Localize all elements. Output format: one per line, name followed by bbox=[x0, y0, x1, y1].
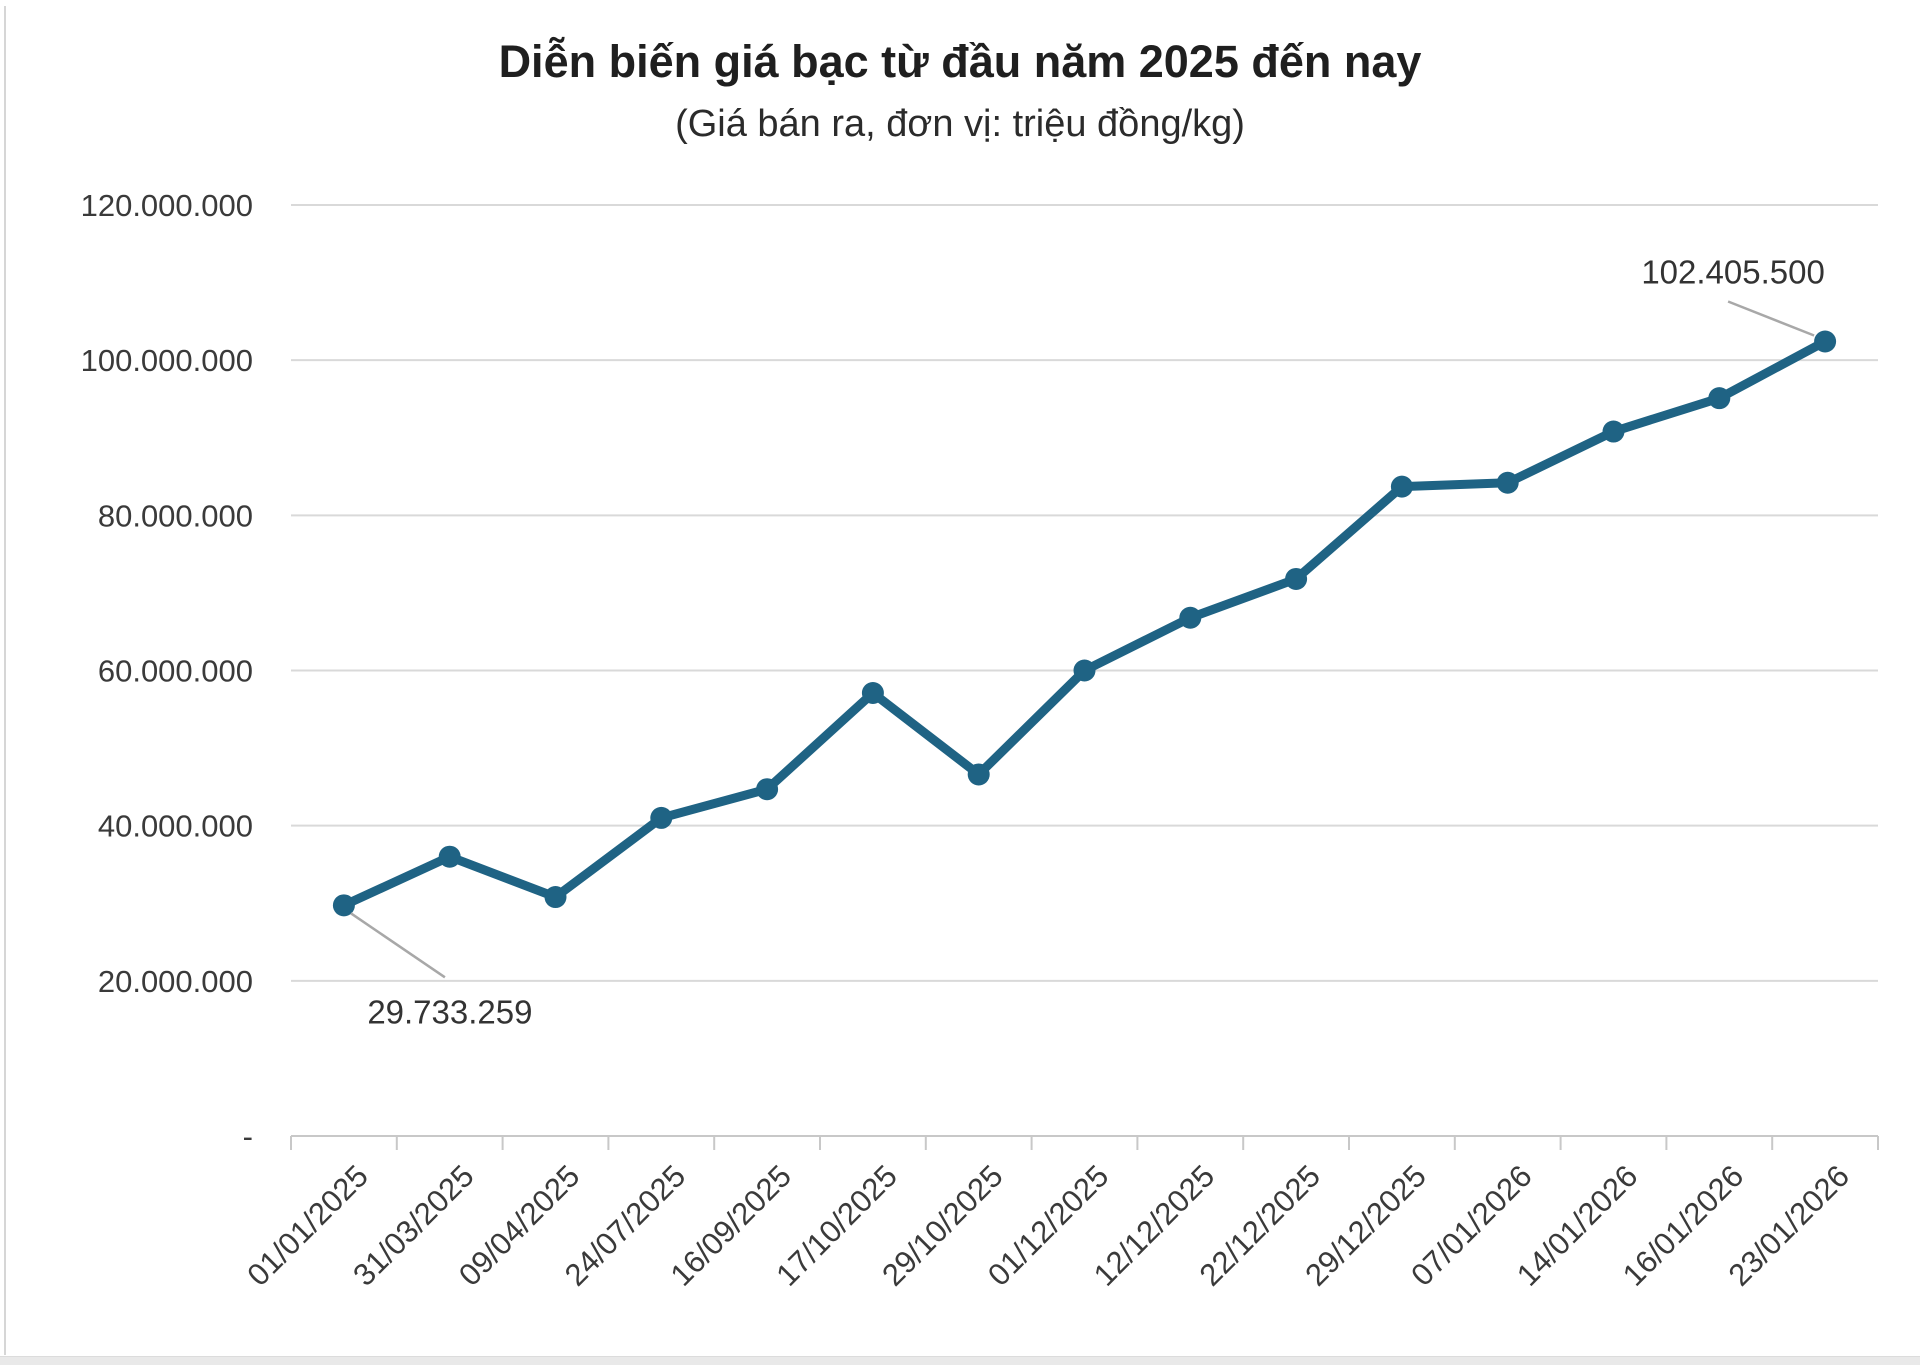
data-label: 102.405.500 bbox=[1641, 254, 1825, 291]
y-tick-label: 80.000.000 bbox=[98, 498, 253, 533]
data-label-leader-line bbox=[350, 912, 446, 979]
data-point bbox=[1285, 567, 1308, 590]
data-point bbox=[756, 778, 779, 801]
data-point bbox=[544, 886, 567, 909]
data-point bbox=[1602, 420, 1625, 443]
y-tick-label: 60.000.000 bbox=[98, 654, 253, 689]
chart-title: Diễn biến giá bạc từ đầu năm 2025 đến na… bbox=[498, 36, 1422, 87]
data-point bbox=[438, 845, 461, 868]
frame-left-border bbox=[4, 6, 6, 1355]
y-tick-label: - bbox=[243, 1119, 253, 1154]
data-point bbox=[1814, 330, 1837, 353]
data-point bbox=[1390, 475, 1413, 498]
data-point bbox=[1073, 659, 1096, 682]
data-point bbox=[861, 681, 884, 704]
y-tick-label: 20.000.000 bbox=[98, 964, 253, 999]
y-tick-label: 100.000.000 bbox=[81, 343, 253, 378]
data-label-leader-line bbox=[1727, 300, 1815, 337]
y-tick-label: 40.000.000 bbox=[98, 809, 253, 844]
data-point bbox=[332, 894, 355, 917]
data-point bbox=[967, 763, 990, 786]
chart-subtitle: (Giá bán ra, đơn vị: triệu đồng/kg) bbox=[675, 103, 1245, 145]
series-line bbox=[339, 337, 1830, 910]
y-tick-label: 120.000.000 bbox=[81, 188, 253, 223]
data-label: 29.733.259 bbox=[367, 993, 532, 1030]
data-point bbox=[1496, 471, 1519, 494]
data-point bbox=[650, 806, 673, 829]
data-point bbox=[1708, 387, 1731, 410]
frame-bottom-strip bbox=[0, 1356, 1920, 1365]
data-point bbox=[1179, 606, 1202, 629]
